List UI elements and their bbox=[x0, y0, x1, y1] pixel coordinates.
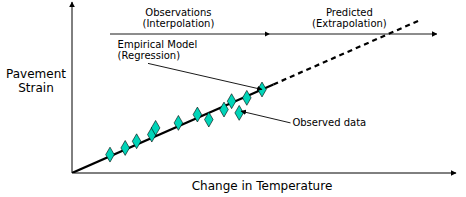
svg-text:Change in Temperature: Change in Temperature bbox=[192, 179, 333, 193]
svg-text:Observed data: Observed data bbox=[292, 117, 366, 128]
svg-text:Observations(Interpolation): Observations(Interpolation) bbox=[142, 7, 214, 29]
svg-text:PavementStrain: PavementStrain bbox=[8, 67, 66, 95]
svg-text:Empirical Model(Regression): Empirical Model(Regression) bbox=[118, 39, 198, 61]
svg-text:Predicted(Extrapolation): Predicted(Extrapolation) bbox=[312, 7, 387, 29]
